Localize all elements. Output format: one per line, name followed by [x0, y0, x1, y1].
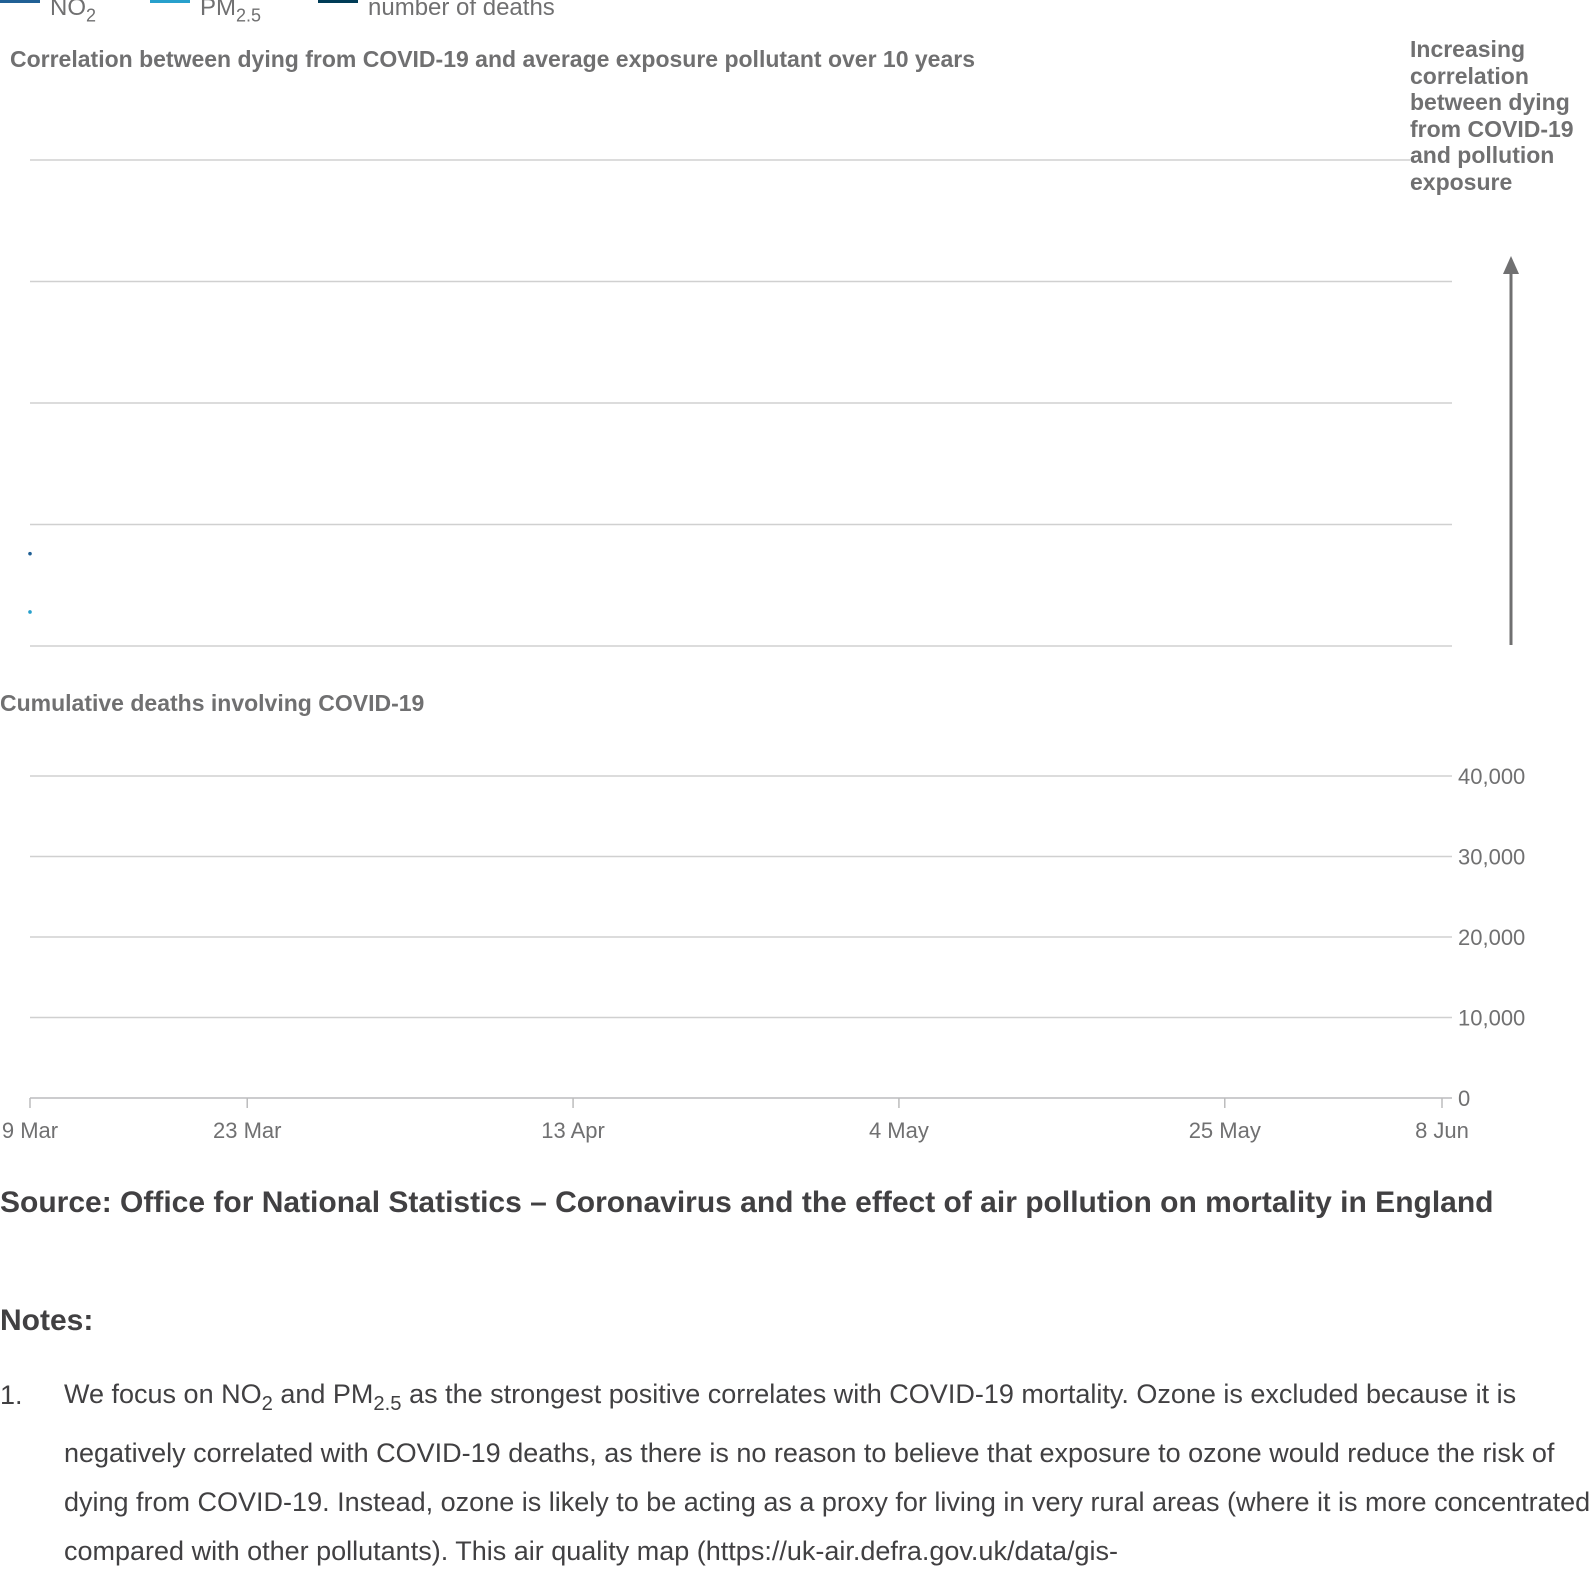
x-tick-label: 9 Mar [2, 1118, 58, 1143]
x-tick-label: 23 Mar [213, 1118, 281, 1143]
source-note: Source: Office for National Statistics –… [0, 1186, 1494, 1219]
y-tick-label: 30,000 [1458, 845, 1525, 870]
bottom-chart-x-axis: 9 Mar 23 Mar 13 Apr 4 May 25 May 8 Jun [2, 1098, 1469, 1143]
y-tick-label: 20,000 [1458, 925, 1525, 950]
legend-label-deaths: number of deaths [368, 0, 555, 21]
top-chart-title: Correlation between dying from COVID-19 … [10, 46, 976, 72]
x-tick-label: 8 Jun [1415, 1118, 1469, 1143]
x-tick-label: 4 May [869, 1118, 929, 1143]
series-point-pm25 [28, 610, 32, 614]
note-text: We focus on NO2 and PM2.5 as the stronge… [64, 1379, 1591, 1567]
legend-swatch-no2 [0, 0, 40, 3]
chart-canvas: 40,000 30,000 20,000 10,000 0 9 Mar 23 Mar 13 … [2, 159, 1525, 1143]
top-chart-grid [30, 159, 1452, 647]
up-arrow-icon [1503, 256, 1519, 645]
y-tick-label: 40,000 [1458, 764, 1525, 789]
correlation-annotation: Increasing correlation between dying fro… [1410, 36, 1574, 195]
notes-heading: Notes: [0, 1304, 94, 1337]
legend-label-no2: NO2 [50, 0, 97, 26]
legend-swatch-deaths [318, 0, 358, 3]
legend-swatch-pm25 [150, 0, 190, 3]
legend-label-pm25: PM2.5 [200, 0, 262, 26]
bottom-chart-title: Cumulative deaths involving COVID-19 [0, 690, 425, 716]
note-number: 1. [0, 1380, 23, 1410]
y-tick-label: 10,000 [1458, 1006, 1525, 1031]
bottom-chart-grid: 40,000 30,000 20,000 10,000 0 [30, 764, 1525, 1111]
x-tick-label: 25 May [1189, 1118, 1261, 1143]
y-tick-label: 0 [1458, 1086, 1470, 1111]
top-chart-marks [28, 551, 32, 614]
series-point-no2 [28, 551, 32, 556]
x-tick-label: 13 Apr [541, 1118, 605, 1143]
